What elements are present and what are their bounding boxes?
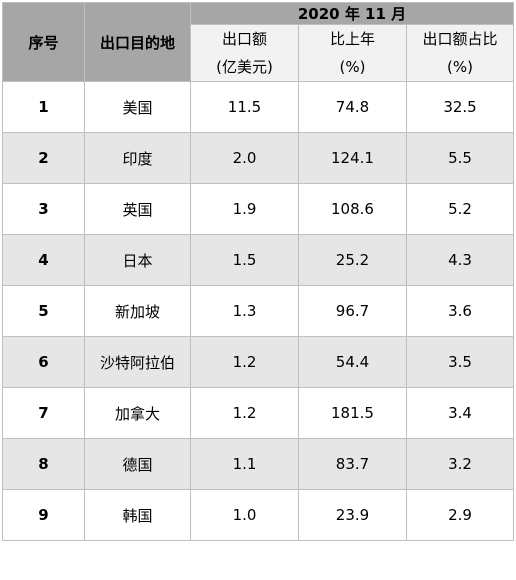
col-header-share: 出口额占比 (%)	[405, 24, 515, 82]
cell-index: 4	[2, 234, 85, 286]
col-header-period: 2020 年 11 月	[189, 2, 515, 25]
export-destinations-table: 序号 出口目的地 2020 年 11 月 出口额 (亿美元) 比上年 (%) 出…	[2, 2, 515, 541]
cell-destination: 韩国	[84, 489, 191, 541]
cell-index: 8	[2, 438, 85, 490]
col-header-yoy-line2: (%)	[339, 58, 366, 76]
cell-yoy: 96.7	[298, 285, 407, 337]
cell-share: 5.5	[405, 132, 515, 184]
col-header-export-value-line2: (亿美元)	[216, 58, 273, 76]
cell-share: 5.2	[405, 183, 515, 235]
cell-yoy: 23.9	[298, 489, 407, 541]
cell-share: 2.9	[405, 489, 515, 541]
table-row: 1 美国 11.5 74.8 32.5	[2, 81, 515, 133]
cell-destination: 美国	[84, 81, 191, 133]
col-header-share-line1: 出口额占比	[422, 30, 498, 48]
cell-share: 3.6	[405, 285, 515, 337]
cell-export-value: 11.5	[190, 81, 299, 133]
cell-yoy: 54.4	[298, 336, 407, 388]
col-header-share-line2: (%)	[447, 58, 473, 76]
cell-share: 3.2	[405, 438, 515, 490]
cell-yoy: 108.6	[298, 183, 407, 235]
cell-index: 7	[2, 387, 85, 439]
table-row: 3 英国 1.9 108.6 5.2	[2, 183, 515, 235]
cell-export-value: 2.0	[190, 132, 299, 184]
table-row: 2 印度 2.0 124.1 5.5	[2, 132, 515, 184]
cell-export-value: 1.5	[190, 234, 299, 286]
cell-yoy: 181.5	[298, 387, 407, 439]
cell-destination: 沙特阿拉伯	[84, 336, 191, 388]
col-header-destination: 出口目的地	[84, 2, 191, 82]
col-header-export-value: 出口额 (亿美元)	[190, 24, 299, 82]
cell-destination: 加拿大	[84, 387, 191, 439]
cell-yoy: 74.8	[298, 81, 407, 133]
cell-index: 5	[2, 285, 85, 337]
cell-export-value: 1.3	[190, 285, 299, 337]
cell-share: 3.4	[405, 387, 515, 439]
table-row: 9 韩国 1.0 23.9 2.9	[2, 489, 515, 541]
cell-export-value: 1.9	[190, 183, 299, 235]
cell-share: 32.5	[405, 81, 515, 133]
cell-yoy: 124.1	[298, 132, 407, 184]
cell-destination: 新加坡	[84, 285, 191, 337]
col-header-index: 序号	[2, 2, 85, 82]
cell-index: 2	[2, 132, 85, 184]
table-row: 8 德国 1.1 83.7 3.2	[2, 438, 515, 490]
cell-destination: 印度	[84, 132, 191, 184]
col-header-export-value-line1: 出口额	[221, 30, 267, 48]
cell-yoy: 83.7	[298, 438, 407, 490]
cell-index: 9	[2, 489, 85, 541]
cell-share: 4.3	[405, 234, 515, 286]
col-header-yoy-line1: 比上年	[329, 30, 375, 48]
table-row: 7 加拿大 1.2 181.5 3.4	[2, 387, 515, 439]
table-row: 5 新加坡 1.3 96.7 3.6	[2, 285, 515, 337]
cell-export-value: 1.1	[190, 438, 299, 490]
cell-index: 3	[2, 183, 85, 235]
cell-export-value: 1.0	[190, 489, 299, 541]
cell-index: 1	[2, 81, 85, 133]
cell-destination: 日本	[84, 234, 191, 286]
cell-destination: 德国	[84, 438, 191, 490]
table-row: 4 日本 1.5 25.2 4.3	[2, 234, 515, 286]
cell-yoy: 25.2	[298, 234, 407, 286]
cell-index: 6	[2, 336, 85, 388]
cell-export-value: 1.2	[190, 387, 299, 439]
cell-export-value: 1.2	[190, 336, 299, 388]
col-header-yoy: 比上年 (%)	[298, 24, 407, 82]
table-row: 6 沙特阿拉伯 1.2 54.4 3.5	[2, 336, 515, 388]
cell-share: 3.5	[405, 336, 515, 388]
cell-destination: 英国	[84, 183, 191, 235]
